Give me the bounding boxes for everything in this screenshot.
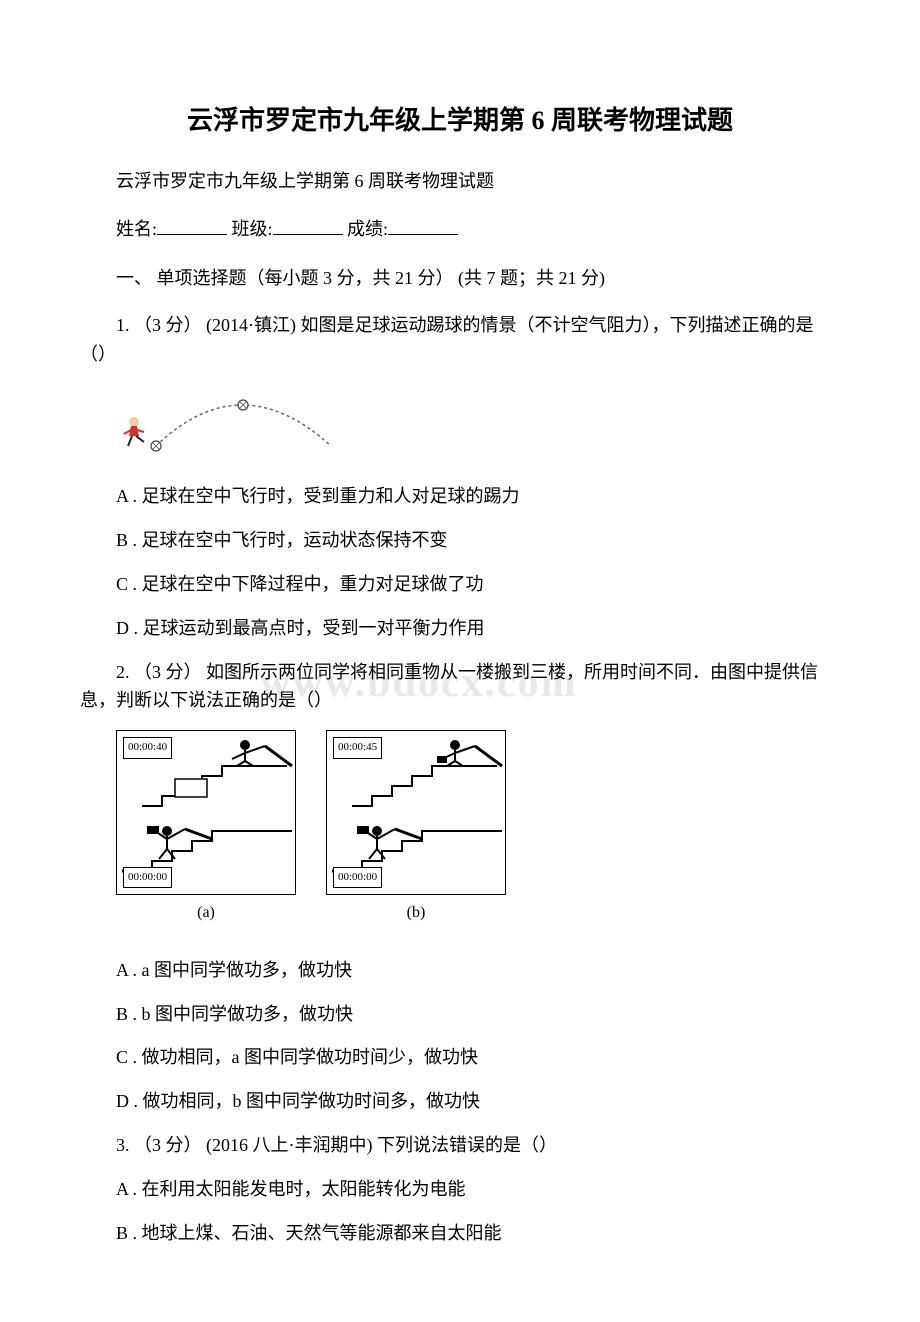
student-info-line: 姓名: 班级: 成绩: xyxy=(80,215,840,244)
stairs-label-a: (a) xyxy=(116,900,296,926)
time-a-bottom: 00:00:00 xyxy=(123,867,172,889)
question-1-figure xyxy=(116,384,840,468)
q2-option-a: A . a 图中同学做功多，做功快 xyxy=(80,956,840,985)
q1-option-c: C . 足球在空中下降过程中，重力对足球做了功 xyxy=(80,570,840,599)
page-subtitle: 云浮市罗定市九年级上学期第 6 周联考物理试题 xyxy=(80,167,840,196)
q2-option-c: C . 做功相同，a 图中同学做功时间少，做功快 xyxy=(80,1043,840,1072)
class-label: 班级: xyxy=(232,219,273,239)
page-title: 云浮市罗定市九年级上学期第 6 周联考物理试题 xyxy=(80,100,840,142)
time-b-top: 00:00:45 xyxy=(333,737,382,759)
name-field[interactable] xyxy=(157,217,227,235)
stairs-panel-a: 00:00:40 00:00:00 xyxy=(116,730,296,926)
box-a xyxy=(175,779,207,797)
player-head xyxy=(129,417,139,427)
stairs-label-b: (b) xyxy=(326,900,506,926)
score-label: 成绩: xyxy=(347,219,388,239)
question-2-figure: 00:00:40 00:00:00 xyxy=(116,730,840,926)
time-a-top: 00:00:40 xyxy=(123,737,172,759)
q3-option-a: A . 在利用太阳能发电时，太阳能转化为电能 xyxy=(80,1175,840,1204)
q2-option-d: D . 做功相同，b 图中同学做功时间多，做功快 xyxy=(80,1087,840,1116)
class-field[interactable] xyxy=(273,217,343,235)
q1-option-d: D . 足球运动到最高点时，受到一对平衡力作用 xyxy=(80,614,840,643)
question-1-stem: 1. （3 分） (2014·镇江) 如图是足球运动踢球的情景（不计空气阻力），… xyxy=(80,311,840,369)
player-leg2 xyxy=(136,436,144,442)
player-leg xyxy=(128,436,132,446)
question-3-stem: 3. （3 分） (2016 八上·丰润期中) 下列说法错误的是（） xyxy=(80,1131,840,1160)
q2-option-b: B . b 图中同学做功多，做功快 xyxy=(80,1000,840,1029)
section-1-header: 一、 单项选择题（每小题 3 分，共 21 分） (共 7 题；共 21 分) xyxy=(80,264,840,293)
name-label: 姓名: xyxy=(116,219,157,239)
time-b-bottom: 00:00:00 xyxy=(333,867,382,889)
football-trajectory-svg xyxy=(116,384,346,459)
score-field[interactable] xyxy=(388,217,458,235)
trajectory-arc xyxy=(156,405,331,446)
q1-option-b: B . 足球在空中飞行时，运动状态保持不变 xyxy=(80,526,840,555)
q3-option-b: B . 地球上煤、石油、天然气等能源都来自太阳能 xyxy=(80,1219,840,1248)
question-2-stem: 2. （3 分） 如图所示两位同学将相同重物从一楼搬到三楼，所用时间不同．由图中… xyxy=(80,658,840,716)
stairs-panel-b: 00:00:45 00:00:00 xyxy=(326,730,506,926)
q1-option-a: A . 足球在空中飞行时，受到重力和人对足球的踢力 xyxy=(80,482,840,511)
